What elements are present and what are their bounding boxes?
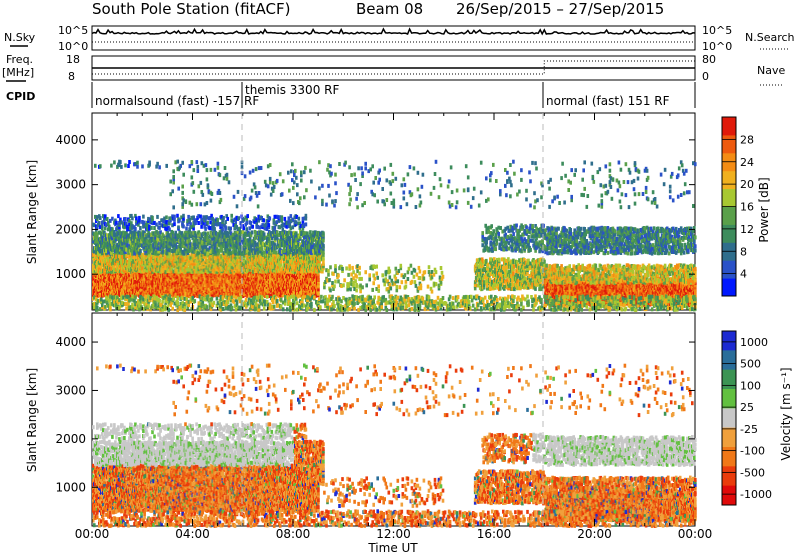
radar-cell [206, 251, 210, 256]
radar-cell [317, 291, 320, 296]
radar-cell [203, 292, 207, 297]
radar-cell [317, 275, 320, 280]
beam-label: Beam 08 [356, 0, 423, 18]
freq-panel [91, 55, 696, 81]
radar-cell [110, 279, 113, 284]
radar-cell [157, 272, 160, 277]
nsearch-label: N.Search [745, 31, 795, 44]
radar-cell [100, 264, 103, 269]
radar-cell [104, 289, 107, 294]
radar-cell [317, 278, 320, 282]
nave-line [92, 60, 695, 75]
nsky-panel [91, 25, 696, 51]
radar-cell [105, 266, 108, 271]
date-range: 26/Sep/2015 – 27/Sep/2015 [456, 0, 664, 18]
radar-cell [139, 249, 142, 253]
radar-cell [317, 283, 320, 288]
mhz-label: [MHz] [2, 66, 34, 79]
radar-cell [322, 256, 325, 261]
nsearch-tick-top: 10^5 [702, 24, 732, 37]
radar-cell [291, 291, 294, 296]
radar-cell [229, 285, 233, 290]
radar-cell [207, 283, 211, 288]
cpid-label: CPID [6, 90, 35, 103]
freq-tick-top: 18 [66, 53, 80, 66]
radar-cell [269, 293, 273, 298]
radar-cell [192, 284, 196, 288]
freq-label: Freq. [6, 53, 33, 66]
radar-cell [322, 261, 325, 266]
freq-tick-bottom: 8 [68, 70, 75, 83]
radar-cell [233, 275, 237, 280]
nave-tick-bottom: 0 [702, 70, 709, 83]
radar-cell [219, 276, 223, 281]
radar-cell [93, 280, 96, 285]
nave-label: Nave [757, 64, 785, 77]
station-title: South Pole Station (fitACF) [92, 0, 290, 18]
radar-cell [167, 275, 170, 280]
radar-cell [225, 275, 229, 280]
radar-cell [304, 277, 307, 281]
nsky-label: N.Sky [4, 31, 36, 44]
radar-cell [97, 257, 100, 262]
radar-cell [99, 293, 102, 298]
radar-cell [225, 285, 229, 290]
nsky-tick-top: 10^5 [58, 24, 88, 37]
nsearch-tick-bottom: 10^0 [702, 40, 732, 53]
power-data [92, 159, 697, 312]
radar-cell [267, 289, 271, 294]
radar-cell [298, 277, 301, 282]
radar-cell [203, 276, 207, 281]
radar-cell [183, 288, 187, 293]
radar-cell [93, 252, 96, 257]
radar-cell [97, 278, 100, 283]
radar-cell [289, 285, 292, 290]
nave-tick-top: 80 [702, 53, 716, 66]
cpid-segment-2: themis 3300 RF [245, 83, 339, 97]
nsky-tick-bottom: 10^0 [58, 40, 88, 53]
radar-cell [171, 282, 174, 287]
radar-cell [172, 285, 175, 289]
radar-cell [123, 273, 126, 278]
radar-cell [134, 279, 137, 284]
nsky-line [91, 27, 696, 36]
radar-cell [147, 285, 150, 290]
radar-cell [206, 281, 210, 286]
radar-cell [105, 285, 108, 290]
radar-cell [317, 281, 320, 286]
radar-cell [317, 287, 320, 292]
radar-cell [102, 255, 105, 260]
radar-cell [137, 288, 140, 292]
cpid-segment-1: normalsound (fast) -157 RF [95, 94, 259, 108]
radar-cell [234, 273, 238, 278]
cpid-segment-3: normal (fast) 151 RF [546, 94, 670, 108]
